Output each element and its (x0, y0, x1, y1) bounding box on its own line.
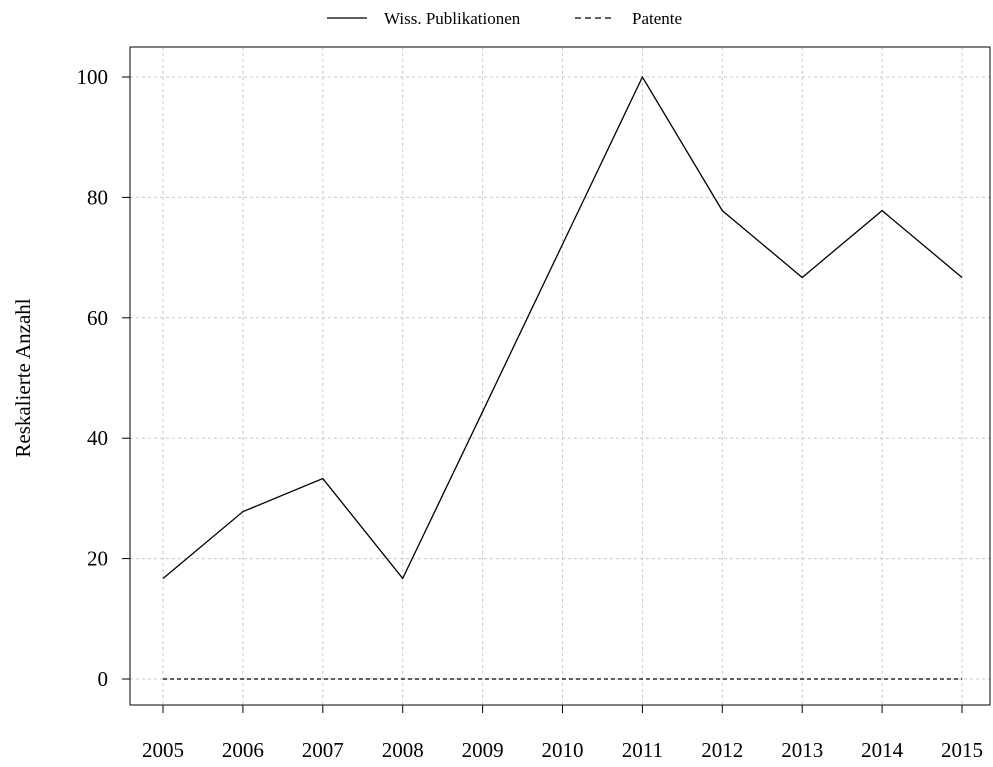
y-tick-label: 60 (87, 306, 108, 330)
y-tick-label: 80 (87, 185, 108, 209)
series (162, 75, 963, 680)
x-tick-label: 2005 (142, 738, 184, 762)
x-tick-label: 2006 (222, 738, 264, 762)
y-tick-label: 100 (77, 65, 109, 89)
y-tick-label: 40 (87, 426, 108, 450)
x-tick-label: 2007 (302, 738, 344, 762)
x-tick-label: 2012 (701, 738, 743, 762)
x-tick-label: 2009 (462, 738, 504, 762)
y-tick-label: 20 (87, 547, 108, 571)
legend-label: Wiss. Publikationen (384, 9, 521, 28)
axes: 0 20 40 60 80 100 2005 2006 2007 2008 2009 2010 2011… (77, 46, 991, 762)
legend: Wiss. Publikationen Patente (327, 9, 682, 28)
y-axis-title: Reskalierte Anzahl (11, 298, 35, 457)
x-tick-label: 2014 (861, 738, 904, 762)
grid (130, 47, 990, 705)
y-tick-label: 0 (98, 667, 109, 691)
plot-frame (129, 46, 991, 706)
x-tick-label: 2010 (542, 738, 584, 762)
x-tick-label: 2011 (622, 738, 663, 762)
x-tick-label: 2013 (781, 738, 823, 762)
x-tick-label: 2008 (382, 738, 424, 762)
x-tick-label: 2015 (941, 738, 983, 762)
legend-label: Patente (632, 9, 682, 28)
